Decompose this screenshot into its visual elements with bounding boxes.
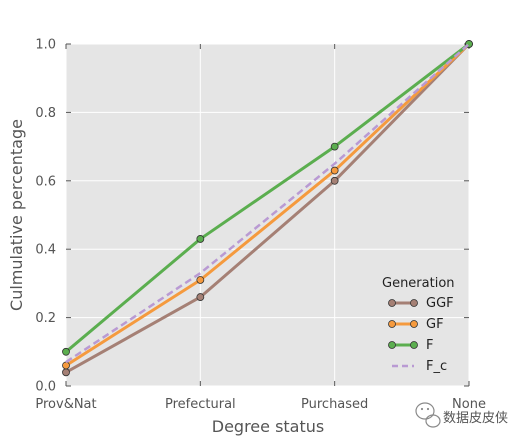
x-tick-label: None [452, 397, 486, 412]
series-line-ggf [65, 42, 471, 374]
series-line-f [65, 42, 470, 353]
y-tick-label: 0.6 [35, 174, 56, 189]
legend-label-f-c: F_c [426, 359, 447, 374]
x-tick-label: Purchased [301, 397, 368, 412]
legend-item-f-c: F_c [392, 359, 447, 374]
legend-marker-ggf [388, 299, 396, 307]
data-point-ggf [196, 293, 205, 301]
legend-title: Generation [382, 276, 455, 291]
legend-item-f: F [388, 338, 433, 353]
data-point-ggf [62, 368, 70, 377]
y-axis-label: Culmulative percentage [7, 119, 26, 311]
legend-marker-gf [388, 320, 396, 328]
legend-marker-ggf [410, 299, 418, 307]
series [62, 40, 473, 377]
legend-label-ggf: GGF [426, 296, 454, 311]
watermark: 数据皮皮侠 [415, 402, 508, 428]
x-tick-label: Prefectural [165, 397, 236, 412]
data-point-gf [330, 166, 339, 175]
legend-item-ggf: GGF [388, 296, 454, 311]
legend-label-f: F [426, 338, 433, 353]
data-point-f [196, 235, 205, 243]
y-tick-label: 1.0 [35, 38, 56, 53]
wechat-icon [415, 402, 441, 428]
legend-item-gf: GF [388, 317, 444, 332]
data-point-f [62, 347, 70, 356]
x-axis-label: Degree status [212, 417, 324, 436]
data-point-ggf [330, 176, 339, 185]
series-f-c [65, 43, 470, 364]
legend-label-gf: GF [426, 317, 444, 332]
y-tick-label: 0.8 [35, 106, 56, 121]
legend-marker-f [388, 341, 396, 349]
y-tick-label: 0.4 [35, 243, 56, 258]
series-line-f-c [65, 43, 470, 364]
watermark-text: 数据皮皮侠 [443, 411, 508, 426]
legend-marker-gf [410, 320, 418, 328]
data-point-gf [62, 361, 70, 370]
legend-marker-f [410, 341, 418, 349]
data-point-f [330, 142, 339, 151]
axis-ticks: Prov&Nat Prefectural Purchased None 0.0 0.2 0.… [35, 38, 486, 413]
legend: Generation GGF GF F F_c [382, 276, 455, 374]
data-point-gf [196, 276, 205, 284]
plot-area [66, 44, 469, 386]
x-tick-label: Prov&Nat [35, 397, 96, 412]
y-tick-label: 0.2 [35, 311, 56, 326]
y-tick-label: 0.0 [35, 380, 56, 395]
series-line-gf [65, 42, 471, 367]
